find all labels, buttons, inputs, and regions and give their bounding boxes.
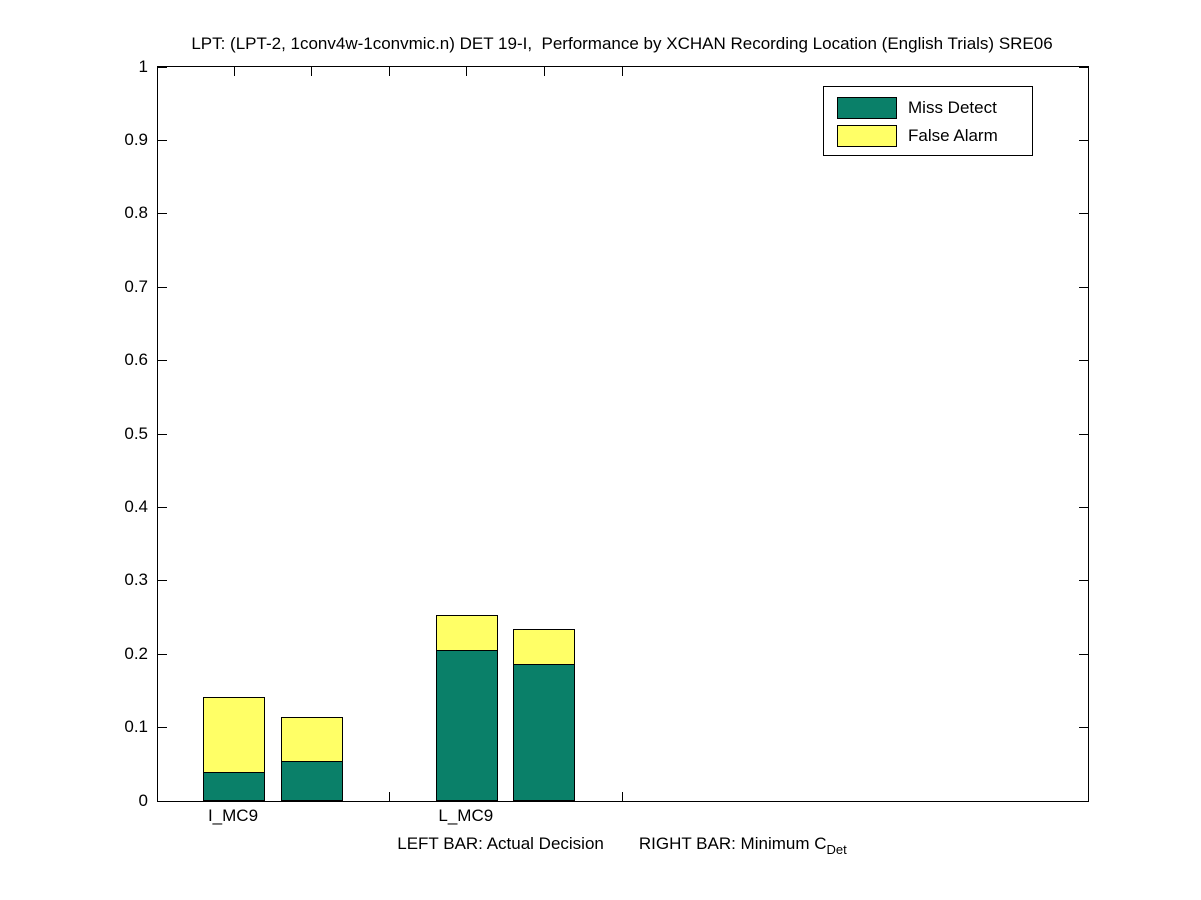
y-tick-mark xyxy=(1079,286,1088,288)
y-tick-mark xyxy=(158,286,167,288)
legend-item-miss-detect: Miss Detect xyxy=(837,97,997,119)
x-tick-mark xyxy=(466,67,468,76)
x-tick-mark xyxy=(388,792,390,801)
y-tick-label: 0.3 xyxy=(124,570,148,590)
y-tick-mark xyxy=(158,433,167,435)
y-tick-label: 0.6 xyxy=(124,350,148,370)
y-tick-mark xyxy=(1079,360,1088,362)
y-tick-mark xyxy=(1079,653,1088,655)
miss-detect-swatch xyxy=(837,97,897,119)
bar-segment-false-alarm xyxy=(513,628,576,666)
y-tick-mark xyxy=(158,653,167,655)
x-tick-mark xyxy=(621,792,623,801)
y-tick-mark xyxy=(158,800,167,802)
y-tick-mark xyxy=(158,580,167,582)
bar-segment-false-alarm xyxy=(203,696,265,773)
y-tick-label: 0.9 xyxy=(124,129,148,149)
y-tick-mark xyxy=(158,506,167,508)
y-tick-mark xyxy=(1079,66,1088,68)
y-tick-mark xyxy=(158,360,167,362)
legend-box: Miss Detect False Alarm xyxy=(823,86,1033,156)
y-tick-label: 1 xyxy=(138,56,148,76)
x-tick-mark xyxy=(388,67,390,76)
x-tick-mark xyxy=(621,67,623,76)
bar-segment-miss-detect xyxy=(435,649,498,801)
y-tick-mark xyxy=(1079,727,1088,729)
plot-area xyxy=(157,66,1089,802)
y-tick-mark xyxy=(1079,213,1088,215)
y-tick-mark xyxy=(1079,506,1088,508)
bar-key-footnote: LEFT BAR: Actual Decision RIGHT BAR: Mini… xyxy=(157,834,1087,857)
x-category-label: I_MC9 xyxy=(207,806,259,825)
x-tick-mark xyxy=(233,67,235,76)
x-tick-mark xyxy=(543,67,545,76)
y-tick-label: 0.2 xyxy=(124,643,148,663)
y-tick-mark xyxy=(158,139,167,141)
y-tick-mark xyxy=(1079,139,1088,141)
bar-segment-miss-detect xyxy=(513,664,576,801)
y-tick-label: 0 xyxy=(138,790,148,810)
false-alarm-swatch xyxy=(837,125,897,147)
footnote-subscript: Det xyxy=(826,842,847,857)
chart-title: LPT: (LPT-2, 1conv4w-1convmic.n) DET 19-… xyxy=(191,34,1053,53)
bar-segment-miss-detect xyxy=(280,761,343,801)
x-tick-mark xyxy=(311,67,313,76)
bar-segment-miss-detect xyxy=(203,771,265,801)
bar-segment-false-alarm xyxy=(435,614,498,651)
y-tick-label: 0.5 xyxy=(124,423,148,443)
y-tick-mark xyxy=(158,66,167,68)
footnote-right-bar-text: RIGHT BAR: Minimum C xyxy=(638,834,827,853)
bar-segment-false-alarm xyxy=(280,717,343,763)
legend-label: Miss Detect xyxy=(908,98,997,117)
y-tick-mark xyxy=(158,213,167,215)
legend-label: False Alarm xyxy=(908,126,998,145)
legend-item-false-alarm: False Alarm xyxy=(837,125,998,147)
y-tick-mark xyxy=(1079,580,1088,582)
y-tick-mark xyxy=(158,727,167,729)
y-tick-label: 0.8 xyxy=(124,203,148,223)
y-tick-mark xyxy=(1079,800,1088,802)
y-tick-mark xyxy=(1079,433,1088,435)
footnote-left-bar-text: LEFT BAR: Actual Decision xyxy=(397,834,604,853)
y-tick-label: 0.4 xyxy=(124,496,148,516)
y-tick-label: 0.1 xyxy=(124,717,148,737)
x-category-label: L_MC9 xyxy=(438,806,494,825)
y-tick-label: 0.7 xyxy=(124,276,148,296)
